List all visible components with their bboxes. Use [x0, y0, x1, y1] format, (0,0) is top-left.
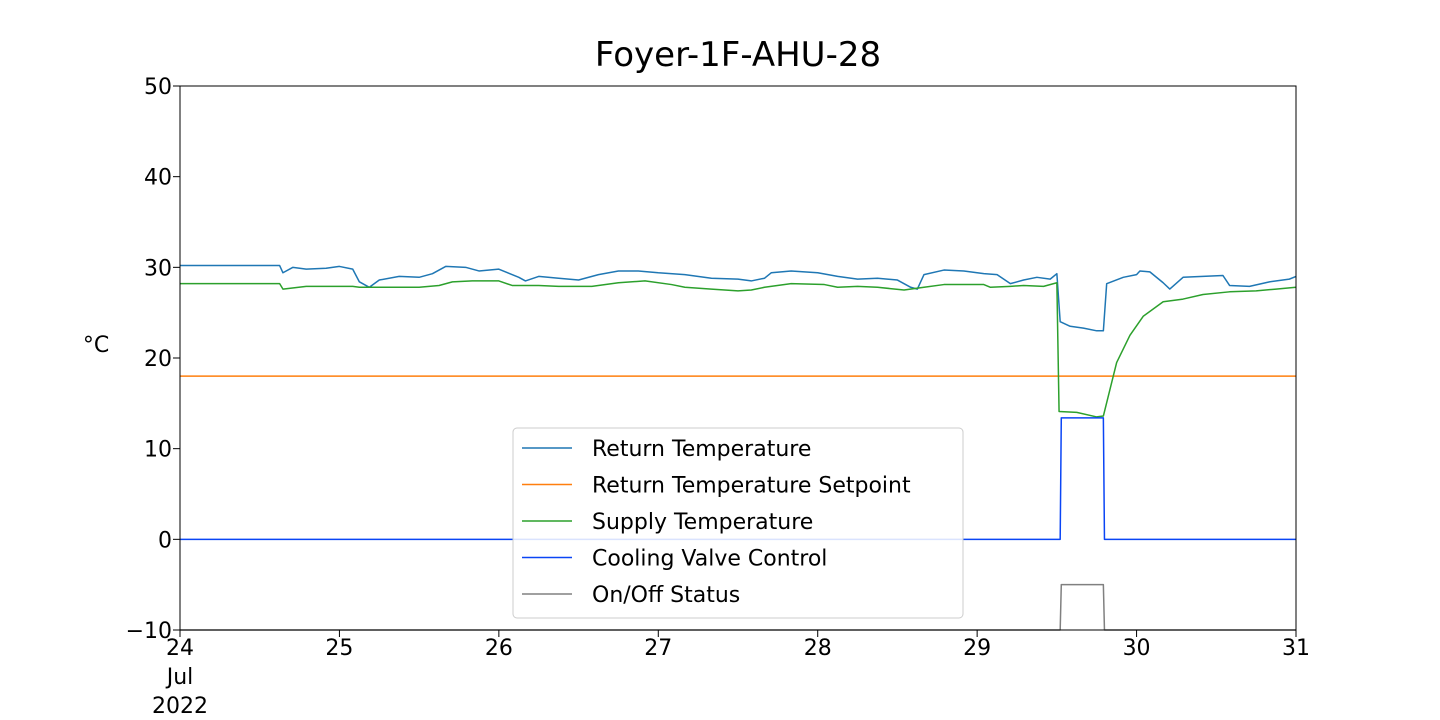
- legend-label: On/Off Status: [592, 583, 740, 608]
- x-tick-label: 24: [166, 636, 194, 661]
- y-tick-label: 20: [144, 347, 172, 372]
- x-tick-sublabel: 2022: [152, 694, 208, 719]
- x-tick-label: 27: [644, 636, 672, 661]
- y-axis-label: °C: [83, 333, 109, 358]
- x-tick-label: 28: [804, 636, 832, 661]
- x-tick-label: 26: [485, 636, 513, 661]
- x-tick-sublabel: Jul: [165, 665, 194, 690]
- y-tick-label: 40: [144, 166, 172, 191]
- x-tick-label: 25: [325, 636, 353, 661]
- legend: Return Temperature Return Temperature Set…: [512, 427, 964, 619]
- x-tick-label: 31: [1282, 636, 1310, 661]
- legend-label: Cooling Valve Control: [592, 547, 827, 572]
- series-line-2: [180, 280, 1296, 418]
- y-tick-label: 50: [144, 75, 172, 100]
- series-line-0: [180, 264, 1296, 332]
- y-tick-label: −10: [126, 619, 172, 644]
- y-tick-label: 10: [144, 438, 172, 463]
- legend-box: [512, 427, 964, 619]
- chart-title: Foyer-1F-AHU-28: [595, 35, 881, 75]
- x-tick-label: 30: [1123, 636, 1151, 661]
- legend-label: Supply Temperature: [592, 510, 813, 535]
- x-axis: 24 Jul 2022 25 26 27 28 29 30 31: [152, 630, 1310, 719]
- legend-label: Return Temperature Setpoint: [592, 474, 911, 499]
- y-tick-label: 30: [144, 256, 172, 281]
- x-tick-label: 29: [963, 636, 991, 661]
- y-axis: 50 40 30 20 10 0 −10: [126, 75, 180, 644]
- y-tick-label: 0: [158, 528, 172, 553]
- legend-label: Return Temperature: [592, 437, 811, 462]
